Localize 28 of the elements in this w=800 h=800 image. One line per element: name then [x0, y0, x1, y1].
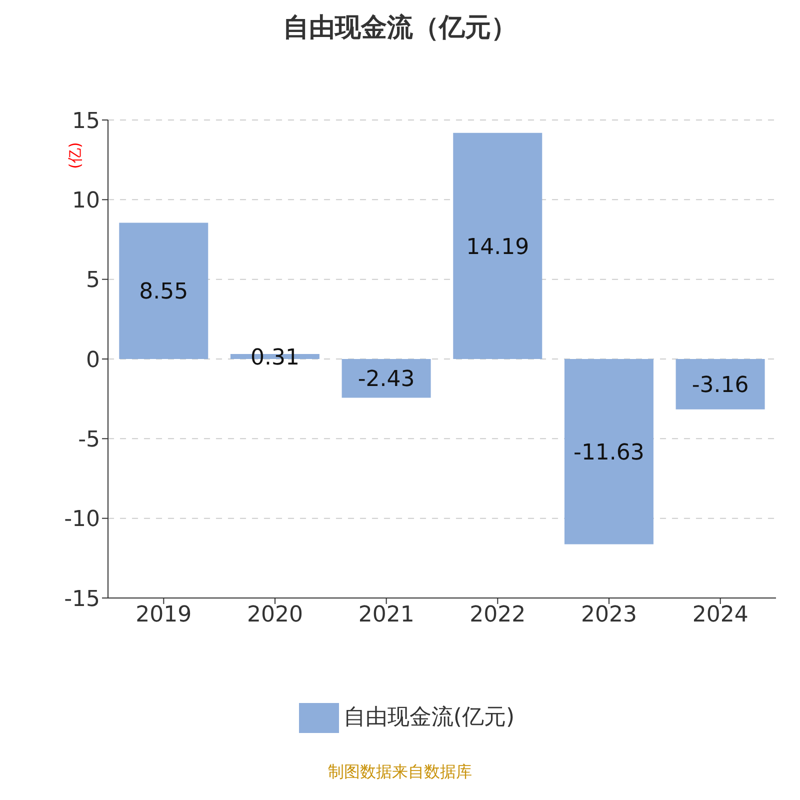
data-label: 14.19: [466, 234, 530, 260]
x-tick-label: 2021: [358, 602, 414, 628]
y-axis-title: (亿): [66, 142, 85, 169]
bar: [119, 222, 208, 359]
y-tick-label: -5: [78, 427, 100, 452]
y-tick-label: 5: [86, 268, 100, 294]
bar: [676, 359, 765, 410]
bar: [453, 132, 542, 359]
y-tick-label: -10: [64, 507, 100, 532]
y-tick-label: -15: [64, 586, 100, 612]
data-label: -11.63: [574, 440, 644, 466]
data-label: 0.31: [250, 345, 300, 370]
x-tick-label: 2019: [136, 602, 192, 628]
data-label: -2.43: [358, 367, 415, 392]
data-label: -3.16: [692, 372, 749, 398]
bar: [564, 359, 654, 544]
y-tick-label: 10: [72, 188, 100, 214]
chart-title: 自由现金流（亿元）: [282, 12, 518, 45]
x-tick-label: 2024: [692, 602, 748, 628]
x-tick-label: 2022: [470, 602, 526, 628]
bar: [342, 359, 431, 398]
x-tick-label: 2020: [247, 602, 303, 628]
x-tick-label: 2023: [581, 602, 637, 628]
text: 制图数据来自数据库: [327, 762, 473, 783]
y-tick-label: 0: [86, 348, 100, 373]
legend-label: 自由现金流(亿元): [343, 705, 515, 730]
y-tick-label: 15: [72, 108, 100, 134]
data-label: 8.55: [139, 280, 188, 305]
